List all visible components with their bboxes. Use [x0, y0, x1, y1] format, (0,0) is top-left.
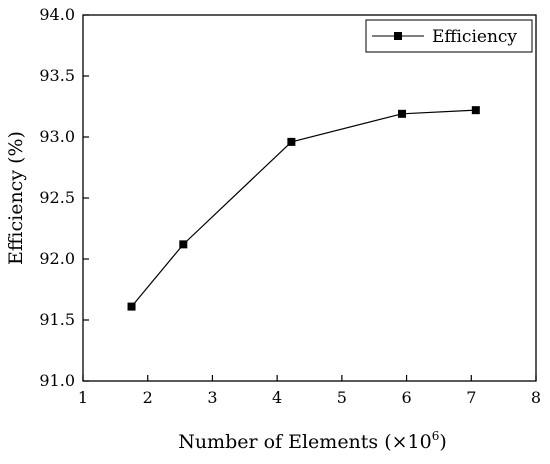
- y-axis-ticks: 91.0 91.5 92.0 92.5 93.0 93.5 94.0: [39, 5, 89, 390]
- data-point-marker: [398, 109, 407, 118]
- y-tick-label: 92.0: [39, 249, 75, 268]
- y-tick-label: 91.5: [39, 310, 75, 329]
- x-tick-label: 8: [531, 388, 541, 407]
- x-axis-ticks: 1 2 3 4 5 6 7 8: [78, 375, 541, 407]
- y-tick-label: 92.5: [39, 188, 75, 207]
- x-tick-label: 1: [78, 388, 88, 407]
- x-axis-title-suffix: ): [439, 431, 446, 453]
- legend-marker-square: [394, 32, 402, 40]
- x-axis-title-superscript: 6: [432, 429, 440, 443]
- data-point-marker: [287, 137, 296, 146]
- x-tick-label: 5: [337, 388, 347, 407]
- data-point-marker: [179, 240, 188, 249]
- plot-frame: [82, 14, 537, 382]
- y-tick-label: 91.0: [39, 371, 75, 390]
- data-point-marker: [471, 106, 480, 115]
- x-axis-title: Number of Elements (×106): [178, 429, 447, 453]
- x-axis-title-main: Number of Elements (×10: [178, 431, 432, 453]
- y-tick-label: 93.5: [39, 66, 75, 85]
- legend: Efficiency: [365, 19, 533, 53]
- x-tick-label: 6: [401, 388, 411, 407]
- x-tick-label: 3: [207, 388, 217, 407]
- y-axis-title: Efficiency (%): [5, 131, 27, 265]
- series-line: [131, 109, 476, 307]
- x-tick-label: 7: [466, 388, 476, 407]
- x-tick-label: 4: [272, 388, 282, 407]
- legend-label: Efficiency: [432, 27, 517, 47]
- data-point-marker: [127, 302, 136, 311]
- y-tick-label: 94.0: [39, 5, 75, 24]
- y-tick-label: 93.0: [39, 127, 75, 146]
- x-tick-label: 2: [143, 388, 153, 407]
- series-layer: [127, 106, 480, 311]
